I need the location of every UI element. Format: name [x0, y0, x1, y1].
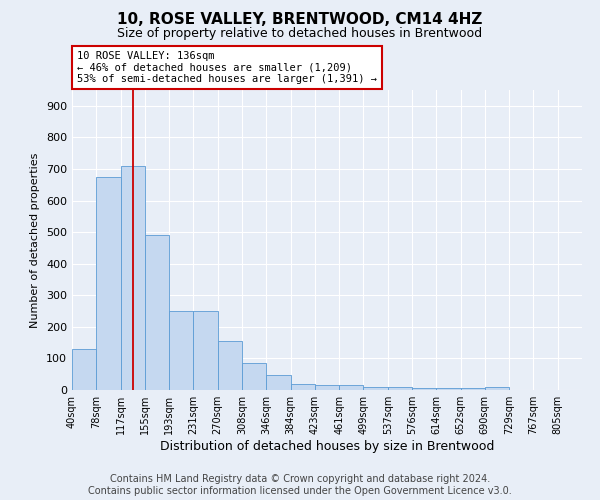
Bar	[364, 387, 388, 390]
Bar	[388, 388, 412, 390]
Bar	[218, 341, 242, 390]
Bar	[315, 386, 339, 390]
Text: 10, ROSE VALLEY, BRENTWOOD, CM14 4HZ: 10, ROSE VALLEY, BRENTWOOD, CM14 4HZ	[118, 12, 482, 28]
Bar	[436, 388, 461, 390]
Text: Size of property relative to detached houses in Brentwood: Size of property relative to detached ho…	[118, 28, 482, 40]
Bar	[96, 177, 121, 390]
Bar	[169, 311, 193, 390]
Bar	[485, 387, 509, 390]
Bar	[193, 311, 218, 390]
Text: 10 ROSE VALLEY: 136sqm
← 46% of detached houses are smaller (1,209)
53% of semi-: 10 ROSE VALLEY: 136sqm ← 46% of detached…	[77, 51, 377, 84]
Bar	[339, 386, 364, 390]
Bar	[266, 375, 290, 390]
Bar	[290, 384, 315, 390]
Bar	[145, 236, 169, 390]
Y-axis label: Number of detached properties: Number of detached properties	[31, 152, 40, 328]
Text: Contains HM Land Registry data © Crown copyright and database right 2024.
Contai: Contains HM Land Registry data © Crown c…	[88, 474, 512, 496]
Bar	[72, 349, 96, 390]
Bar	[121, 166, 145, 390]
Bar	[242, 363, 266, 390]
X-axis label: Distribution of detached houses by size in Brentwood: Distribution of detached houses by size …	[160, 440, 494, 453]
Bar	[461, 388, 485, 390]
Bar	[412, 388, 436, 390]
